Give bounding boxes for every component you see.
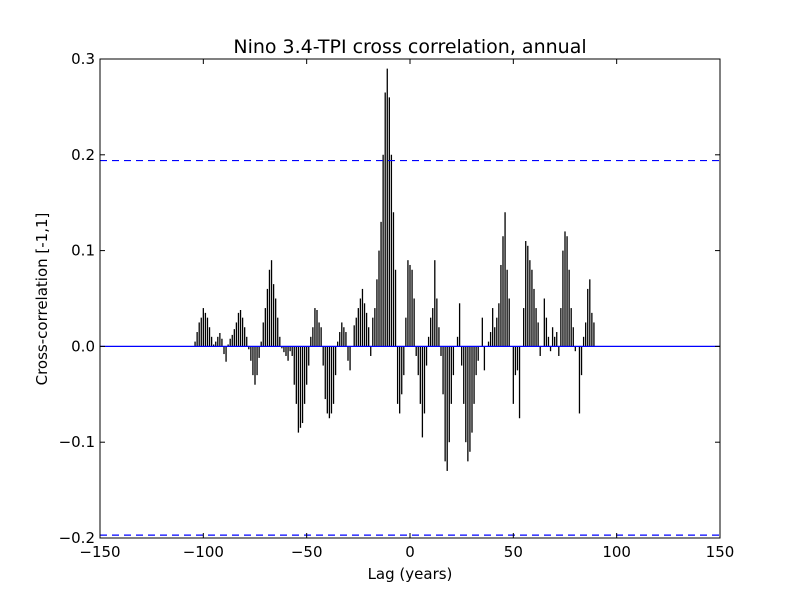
x-tick-label: 50 xyxy=(504,543,523,561)
y-tick-label: 0.3 xyxy=(71,50,95,68)
y-tick-label: −0.2 xyxy=(59,529,95,547)
y-tick-label: 0.2 xyxy=(71,146,95,164)
y-tick-label: −0.1 xyxy=(59,433,95,451)
x-tick-label: −50 xyxy=(291,543,323,561)
y-ticks: −0.2 −0.1 0.0 0.1 0.2 0.3 xyxy=(59,50,720,547)
bars-group xyxy=(194,68,595,471)
y-axis-label: Cross-correlation [-1,1] xyxy=(33,213,51,386)
x-tick-label: 150 xyxy=(706,543,735,561)
x-tick-label: 100 xyxy=(602,543,631,561)
x-tick-label: −150 xyxy=(79,543,120,561)
x-tick-label: 0 xyxy=(405,543,415,561)
x-ticks: −150 −100 −50 0 50 100 150 xyxy=(79,59,734,561)
x-tick-label: −100 xyxy=(183,543,224,561)
y-tick-label: 0.1 xyxy=(71,242,95,260)
y-tick-label: 0.0 xyxy=(71,337,95,355)
x-axis-label: Lag (years) xyxy=(368,565,453,583)
chart-title: Nino 3.4-TPI cross correlation, annual xyxy=(233,36,586,58)
